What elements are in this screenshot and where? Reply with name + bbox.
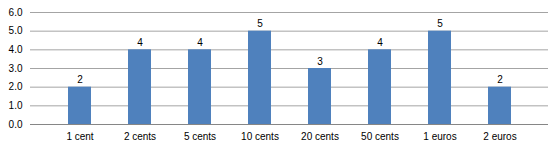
svg-text:10 cents: 10 cents <box>241 131 279 142</box>
svg-text:1.0: 1.0 <box>9 100 23 111</box>
svg-text:1 cent: 1 cent <box>66 131 93 142</box>
svg-text:1 euros: 1 euros <box>423 131 456 142</box>
svg-text:6.0: 6.0 <box>9 7 23 18</box>
svg-text:4: 4 <box>197 37 203 48</box>
svg-text:4.0: 4.0 <box>9 44 23 55</box>
svg-text:5: 5 <box>257 18 263 29</box>
svg-text:5: 5 <box>437 18 443 29</box>
svg-text:2 euros: 2 euros <box>483 131 516 142</box>
svg-text:5 cents: 5 cents <box>184 131 216 142</box>
svg-text:2: 2 <box>497 74 503 85</box>
svg-text:5.0: 5.0 <box>9 25 23 36</box>
svg-text:3.0: 3.0 <box>9 63 23 74</box>
svg-text:0.0: 0.0 <box>9 119 23 130</box>
svg-text:4: 4 <box>377 37 383 48</box>
svg-text:50 cents: 50 cents <box>361 131 399 142</box>
svg-text:2 cents: 2 cents <box>124 131 156 142</box>
svg-text:3: 3 <box>317 56 323 67</box>
svg-text:20 cents: 20 cents <box>301 131 339 142</box>
svg-text:4: 4 <box>137 37 143 48</box>
svg-text:2: 2 <box>77 74 83 85</box>
svg-text:2.0: 2.0 <box>9 81 23 92</box>
